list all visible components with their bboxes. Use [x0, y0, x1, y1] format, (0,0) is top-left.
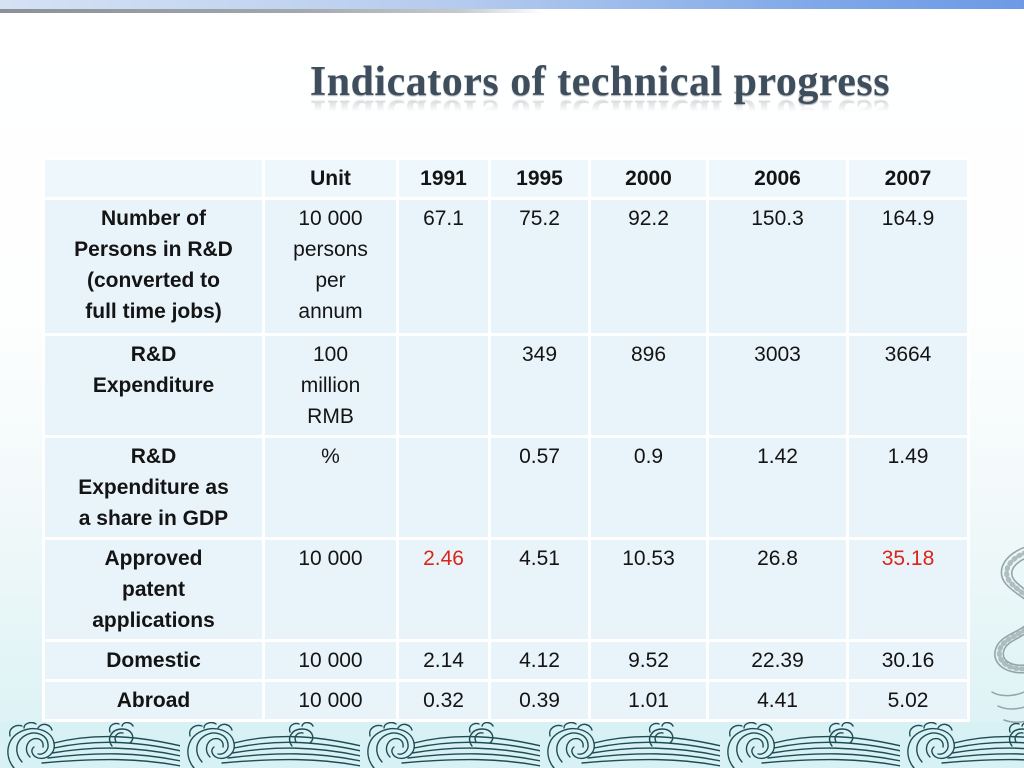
- top-accent-bar: [0, 0, 1024, 9]
- row-label-cell: R&D Expenditure as a share in GDP: [42, 435, 265, 540]
- value-cell: 5.02: [846, 679, 970, 722]
- value-cell: 3003: [706, 333, 849, 438]
- value-cell: 26.8: [706, 537, 849, 642]
- value-cell: 4.51: [488, 537, 591, 642]
- value-cell: 4.41: [706, 679, 849, 722]
- unit-cell: 10 000 persons per annum: [262, 197, 399, 336]
- page-title: Indicators of technical progress: [309, 59, 891, 105]
- value-cell: 1.01: [588, 679, 709, 722]
- value-cell-highlighted: 2.46: [396, 537, 491, 642]
- value-cell: 9.52: [588, 639, 709, 682]
- slide-title-wrap: Indicators of technical progress: [0, 58, 1024, 106]
- table-wrap: Unit 1991 1995 2000 2006 2007 Number of Perso…: [42, 157, 970, 722]
- dragon-ornament: [991, 546, 1024, 723]
- table-header: Unit 1991 1995 2000 2006 2007: [42, 157, 970, 200]
- row-label-cell: Abroad: [42, 679, 265, 722]
- column-header-cell: 2007: [846, 157, 970, 200]
- value-cell: 10.53: [588, 537, 709, 642]
- value-cell: 0.39: [488, 679, 591, 722]
- table-row: R&D Expenditure 100 million RMB 349 896 3003…: [42, 333, 970, 438]
- value-cell: 75.2: [488, 197, 591, 336]
- value-cell: [396, 435, 491, 540]
- row-label-cell: R&D Expenditure: [42, 333, 265, 438]
- table-row: Domestic 10 000 2.14 4.12 9.52 22.39 30.16: [42, 639, 970, 682]
- column-header-cell: 1995: [488, 157, 591, 200]
- unit-cell: 100 million RMB: [262, 333, 399, 438]
- value-cell: 0.57: [488, 435, 591, 540]
- row-label-cell: Approved patent applications: [42, 537, 265, 642]
- column-header-cell: 2006: [706, 157, 849, 200]
- table-body: Number of Persons in R&D (converted to f…: [42, 197, 970, 722]
- top-gray-line: [0, 9, 543, 13]
- value-cell: [396, 333, 491, 438]
- value-cell: 164.9: [846, 197, 970, 336]
- value-cell: 3664: [846, 333, 970, 438]
- wave-pattern: [0, 722, 1024, 768]
- value-cell: 30.16: [846, 639, 970, 682]
- value-cell: 0.9: [588, 435, 709, 540]
- value-cell: 1.49: [846, 435, 970, 540]
- table-row: R&D Expenditure as a share in GDP% 0.57 0.…: [42, 435, 970, 540]
- unit-cell: %: [262, 435, 399, 540]
- indicators-table: Unit 1991 1995 2000 2006 2007 Number of Perso…: [42, 157, 970, 722]
- table-header-row: Unit 1991 1995 2000 2006 2007: [42, 157, 970, 200]
- value-cell: 92.2: [588, 197, 709, 336]
- column-header-cell: 1991: [396, 157, 491, 200]
- value-cell: 1.42: [706, 435, 849, 540]
- table-row: Approved patent applications 10 000 2.46 4.…: [42, 537, 970, 642]
- value-cell: 4.12: [488, 639, 591, 682]
- value-cell: 150.3: [706, 197, 849, 336]
- unit-cell: 10 000: [262, 537, 399, 642]
- unit-cell: 10 000: [262, 639, 399, 682]
- value-cell: 349: [488, 333, 591, 438]
- row-label-cell: Domestic: [42, 639, 265, 682]
- value-cell: 22.39: [706, 639, 849, 682]
- value-cell: 67.1: [396, 197, 491, 336]
- table-row: Abroad 10 000 0.32 0.39 1.01 4.41 5.02: [42, 679, 970, 722]
- value-cell: 896: [588, 333, 709, 438]
- value-cell: 2.14: [396, 639, 491, 682]
- table-row: Number of Persons in R&D (converted to f…: [42, 197, 970, 336]
- value-cell-highlighted: 35.18: [846, 537, 970, 642]
- column-header-cell: Unit: [262, 157, 399, 200]
- value-cell: 0.32: [396, 679, 491, 722]
- column-header-cell: 2000: [588, 157, 709, 200]
- corner-header-cell: [42, 157, 265, 200]
- unit-cell: 10 000: [262, 679, 399, 722]
- row-label-cell: Number of Persons in R&D (converted to f…: [42, 197, 265, 336]
